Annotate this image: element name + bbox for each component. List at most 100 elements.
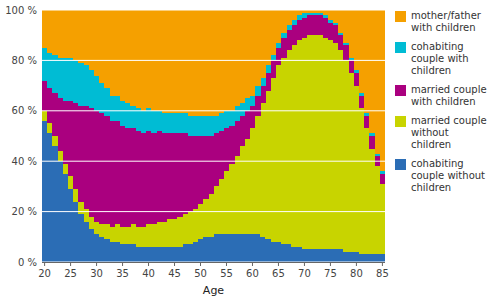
bar-segment	[47, 123, 52, 133]
bar-segment	[63, 101, 68, 164]
bar-segment	[375, 154, 380, 157]
bar-segment	[369, 10, 374, 133]
bar-segment	[188, 244, 193, 262]
bar-segment	[349, 252, 354, 262]
bar-segment	[375, 254, 380, 262]
bar-segment	[380, 171, 385, 174]
bar-segment	[281, 58, 286, 244]
bar-segment	[115, 96, 120, 121]
bar-segment	[125, 244, 130, 262]
bar-segment	[198, 204, 203, 239]
x-axis	[42, 262, 385, 263]
bar-segment	[73, 189, 78, 202]
bar-segment	[359, 254, 364, 262]
bar-segment	[42, 111, 47, 121]
x-tick	[356, 262, 357, 266]
y-tick-label: 20 %	[12, 206, 37, 217]
bar-segment	[94, 222, 99, 235]
grid-line	[42, 211, 385, 212]
grid-line	[42, 60, 385, 61]
bar-segment	[265, 91, 270, 240]
y-tick-label: 40 %	[12, 156, 37, 167]
bar-segment	[343, 43, 348, 46]
bar-segment	[58, 98, 63, 151]
bar-segment	[291, 10, 296, 20]
x-tick-label: 80	[350, 268, 363, 279]
bar-segment	[99, 10, 104, 83]
bar-segment	[245, 10, 250, 98]
bar-segment	[224, 111, 229, 129]
bar-segment	[364, 254, 369, 262]
bar-segment	[286, 30, 291, 50]
y-tick-label: 60 %	[12, 105, 37, 116]
bar-segment	[229, 111, 234, 126]
bar-segment	[302, 13, 307, 18]
bar-segment	[193, 209, 198, 242]
bar-segment	[182, 214, 187, 244]
x-tick-label: 45	[168, 268, 181, 279]
bar-segment	[156, 222, 161, 247]
bar-segment	[172, 10, 177, 113]
bar-segment	[286, 10, 291, 25]
bar-segment	[89, 217, 94, 230]
bar-segment	[156, 111, 161, 131]
bar-segment	[364, 10, 369, 113]
x-tick	[70, 262, 71, 266]
x-tick-label: 50	[194, 268, 207, 279]
legend-swatch	[395, 11, 406, 22]
bar-segment	[78, 10, 83, 63]
bar-segment	[234, 234, 239, 262]
bar-segment	[110, 121, 115, 227]
bar-segment	[312, 15, 317, 35]
bar-segment	[219, 131, 224, 179]
bar-segment	[229, 164, 234, 235]
bar-segment	[94, 111, 99, 222]
bar-segment	[234, 121, 239, 156]
bar-segment	[89, 229, 94, 262]
bar-segment	[333, 249, 338, 262]
bar-segment	[214, 133, 219, 186]
bar-segment	[42, 10, 47, 48]
bar-segment	[172, 247, 177, 262]
bar-segment	[323, 249, 328, 262]
bar-segment	[208, 136, 213, 194]
bar-segment	[68, 10, 73, 58]
bar-segment	[219, 179, 224, 234]
bar-segment	[141, 111, 146, 134]
legend-item: cohabiting couple without children	[395, 158, 491, 194]
bar-segment	[146, 131, 151, 224]
bar-segment	[104, 88, 109, 116]
grid	[42, 10, 385, 262]
legend-item: married couple without children	[395, 115, 491, 151]
bar-segment	[281, 33, 286, 38]
bar-segment	[136, 131, 141, 227]
bar-segment	[208, 237, 213, 262]
bar-segment	[354, 10, 359, 70]
bar-segment	[125, 227, 130, 245]
bar-segment	[297, 40, 302, 247]
bar-segment	[73, 103, 78, 189]
bar-segment	[104, 10, 109, 88]
bar-segment	[255, 10, 260, 86]
bar-segment	[146, 224, 151, 247]
bar-segment	[307, 15, 312, 35]
x-tick-label: 35	[116, 268, 129, 279]
x-tick-label: 60	[246, 268, 259, 279]
bar-segment	[312, 13, 317, 16]
bar-segment	[323, 15, 328, 18]
bar-segment	[291, 20, 296, 25]
bar-segment	[78, 214, 83, 262]
bar-segment	[343, 252, 348, 262]
bar-segment	[172, 113, 177, 133]
bar-segment	[78, 63, 83, 106]
bar-segment	[208, 10, 213, 116]
x-tick	[278, 262, 279, 266]
bar-segment	[302, 18, 307, 38]
bar-segment	[68, 176, 73, 189]
bar-segment	[52, 10, 57, 55]
bar-segment	[380, 184, 385, 255]
bar-segment	[260, 86, 265, 104]
bar-segment	[188, 10, 193, 116]
x-tick-label: 25	[64, 268, 77, 279]
bar-segment	[224, 171, 229, 234]
